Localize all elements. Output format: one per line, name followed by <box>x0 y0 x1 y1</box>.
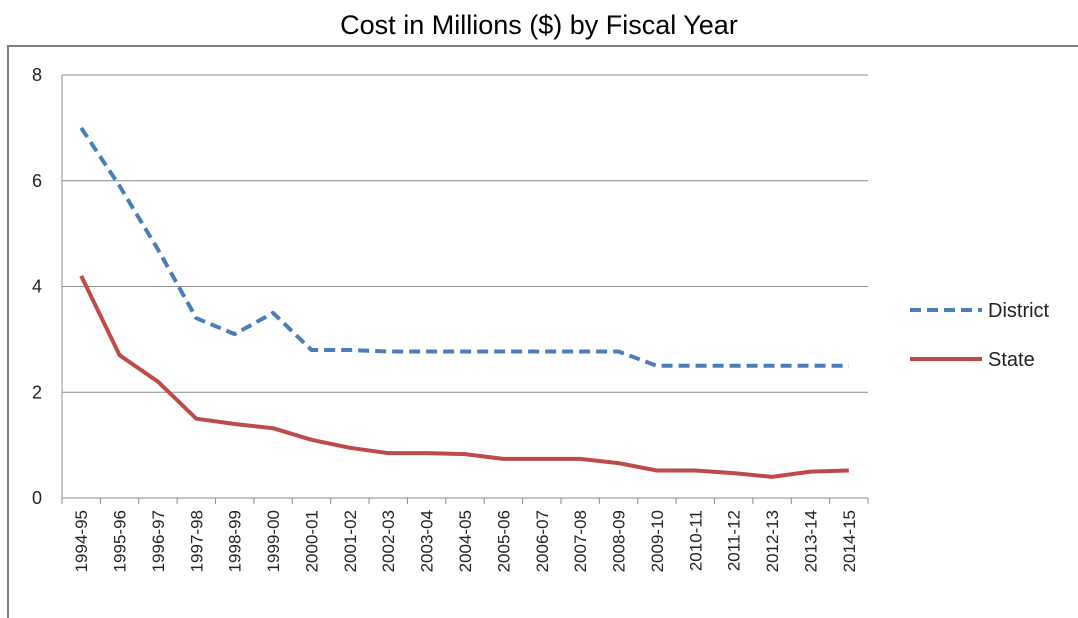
x-tick-label-1999-00: 1999-00 <box>264 510 283 572</box>
y-tick-label-4: 4 <box>32 277 42 297</box>
x-tick-label-2010-11: 2010-11 <box>686 510 705 571</box>
axes <box>61 75 869 504</box>
legend-label-district: District <box>988 300 1050 322</box>
y-tick-label-0: 0 <box>32 488 42 508</box>
y-tick-label-6: 6 <box>32 171 42 191</box>
x-tick-label-1995-96: 1995-96 <box>111 510 130 572</box>
x-tick-label-1997-98: 1997-98 <box>187 510 206 572</box>
x-tick-label-2003-04: 2003-04 <box>418 510 437 572</box>
x-tick-label-2004-05: 2004-05 <box>456 510 475 572</box>
series-line-state <box>79 275 849 479</box>
x-tick-label-2012-13: 2012-13 <box>763 510 782 572</box>
chart-title: Cost in Millions ($) by Fiscal Year <box>340 10 738 40</box>
series-lines <box>79 126 849 479</box>
x-tick-label-2011-12: 2011-12 <box>725 510 744 571</box>
legend-label-state: State <box>988 349 1035 371</box>
x-tick-label-2006-07: 2006-07 <box>533 510 552 572</box>
y-tick-label-2: 2 <box>32 382 42 402</box>
x-tick-label-2007-08: 2007-08 <box>571 510 590 572</box>
x-tick-label-2014-15: 2014-15 <box>840 510 859 572</box>
x-tick-label-2000-01: 2000-01 <box>302 510 321 572</box>
x-tick-label-1998-99: 1998-99 <box>226 510 245 572</box>
x-tick-label-2001-02: 2001-02 <box>341 510 360 572</box>
x-tick-label-2008-09: 2008-09 <box>610 510 629 572</box>
x-tick-label-1994-95: 1994-95 <box>72 510 91 572</box>
x-tick-label-1996-97: 1996-97 <box>149 510 168 572</box>
x-tick-label-2005-06: 2005-06 <box>494 510 513 572</box>
chart-border <box>7 45 1078 618</box>
y-tick-label-8: 8 <box>32 65 42 85</box>
x-tick-label-2002-03: 2002-03 <box>379 510 398 572</box>
x-tick-label-2009-10: 2009-10 <box>648 510 667 572</box>
series-line-district <box>79 126 849 368</box>
x-tick-label-2013-14: 2013-14 <box>801 510 820 572</box>
x-tick-labels: 1994-95 1995-96 1996-97 1997-98 1998-99 1999-… <box>72 510 859 572</box>
y-tick-labels: 0 2 4 6 8 <box>32 65 42 508</box>
legend: District State <box>910 300 1050 371</box>
gridlines <box>62 74 868 393</box>
